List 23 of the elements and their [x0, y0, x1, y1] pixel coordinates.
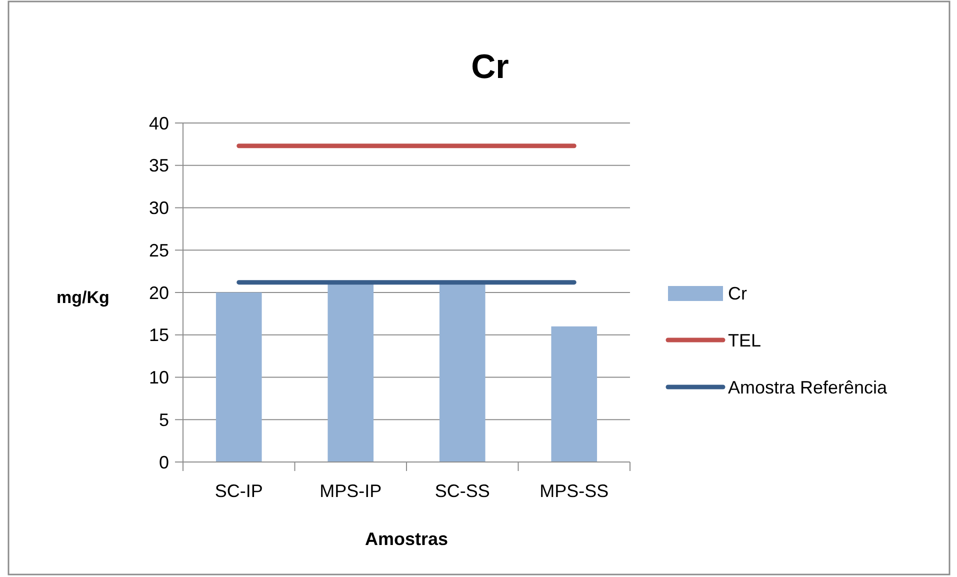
y-tick-label: 15: [148, 325, 169, 346]
x-tick-label: MPS-IP: [320, 481, 382, 501]
legend-label: Amostra Referência: [728, 377, 888, 398]
y-tick-label: 35: [148, 156, 169, 176]
x-tick-label: SC-SS: [434, 481, 490, 501]
y-tick-label: 40: [148, 113, 169, 134]
x-axis-title: Amostras: [364, 529, 448, 549]
y-tick-label: 25: [148, 240, 169, 260]
y-tick-label: 20: [148, 282, 169, 303]
bar: [551, 326, 598, 462]
legend-label: Cr: [728, 283, 747, 304]
bar: [216, 292, 262, 462]
bar: [439, 284, 486, 462]
y-tick-label: 10: [148, 368, 169, 388]
x-tick-label: SC-IP: [214, 481, 263, 501]
y-axis-title: mg/Kg: [56, 288, 110, 307]
legend-label: TEL: [728, 330, 762, 350]
y-tick-label: 30: [148, 198, 169, 218]
y-tick-label: 0: [158, 452, 169, 472]
x-tick-label: MPS-SS: [540, 481, 609, 501]
chart-title: Cr: [471, 48, 509, 86]
y-tick-label: 5: [158, 410, 169, 430]
bar: [328, 284, 374, 462]
